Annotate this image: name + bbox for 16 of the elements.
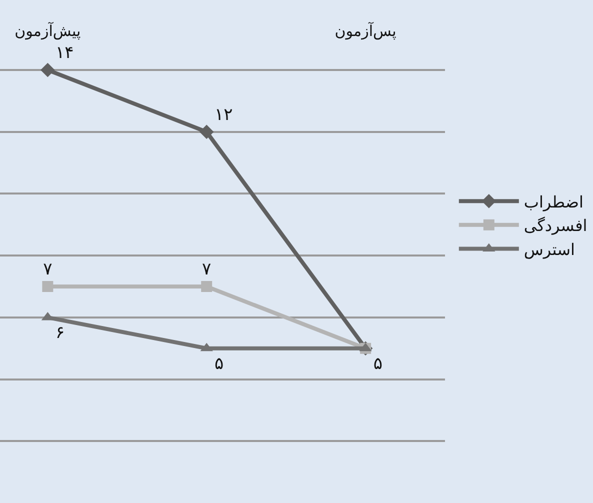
legend-label: افسردگی	[524, 216, 588, 236]
data-label: ۱۲	[214, 104, 233, 125]
data-label: ۵	[214, 354, 224, 374]
data-label: ۷	[43, 259, 52, 280]
data-label: ۱۴	[56, 42, 74, 63]
x-tick-label: پس‌آزمون	[334, 21, 396, 40]
data-label: ۶	[56, 323, 65, 344]
point	[42, 281, 54, 292]
legend-label: استرس	[524, 240, 575, 259]
point	[201, 281, 212, 292]
point	[40, 62, 55, 78]
x-tick-label: پیش‌آزمون	[14, 21, 81, 40]
point	[199, 124, 214, 140]
data-label: ۷	[202, 259, 212, 280]
data-label: ۵	[373, 354, 383, 374]
legend-label: اضطراب	[524, 192, 584, 212]
